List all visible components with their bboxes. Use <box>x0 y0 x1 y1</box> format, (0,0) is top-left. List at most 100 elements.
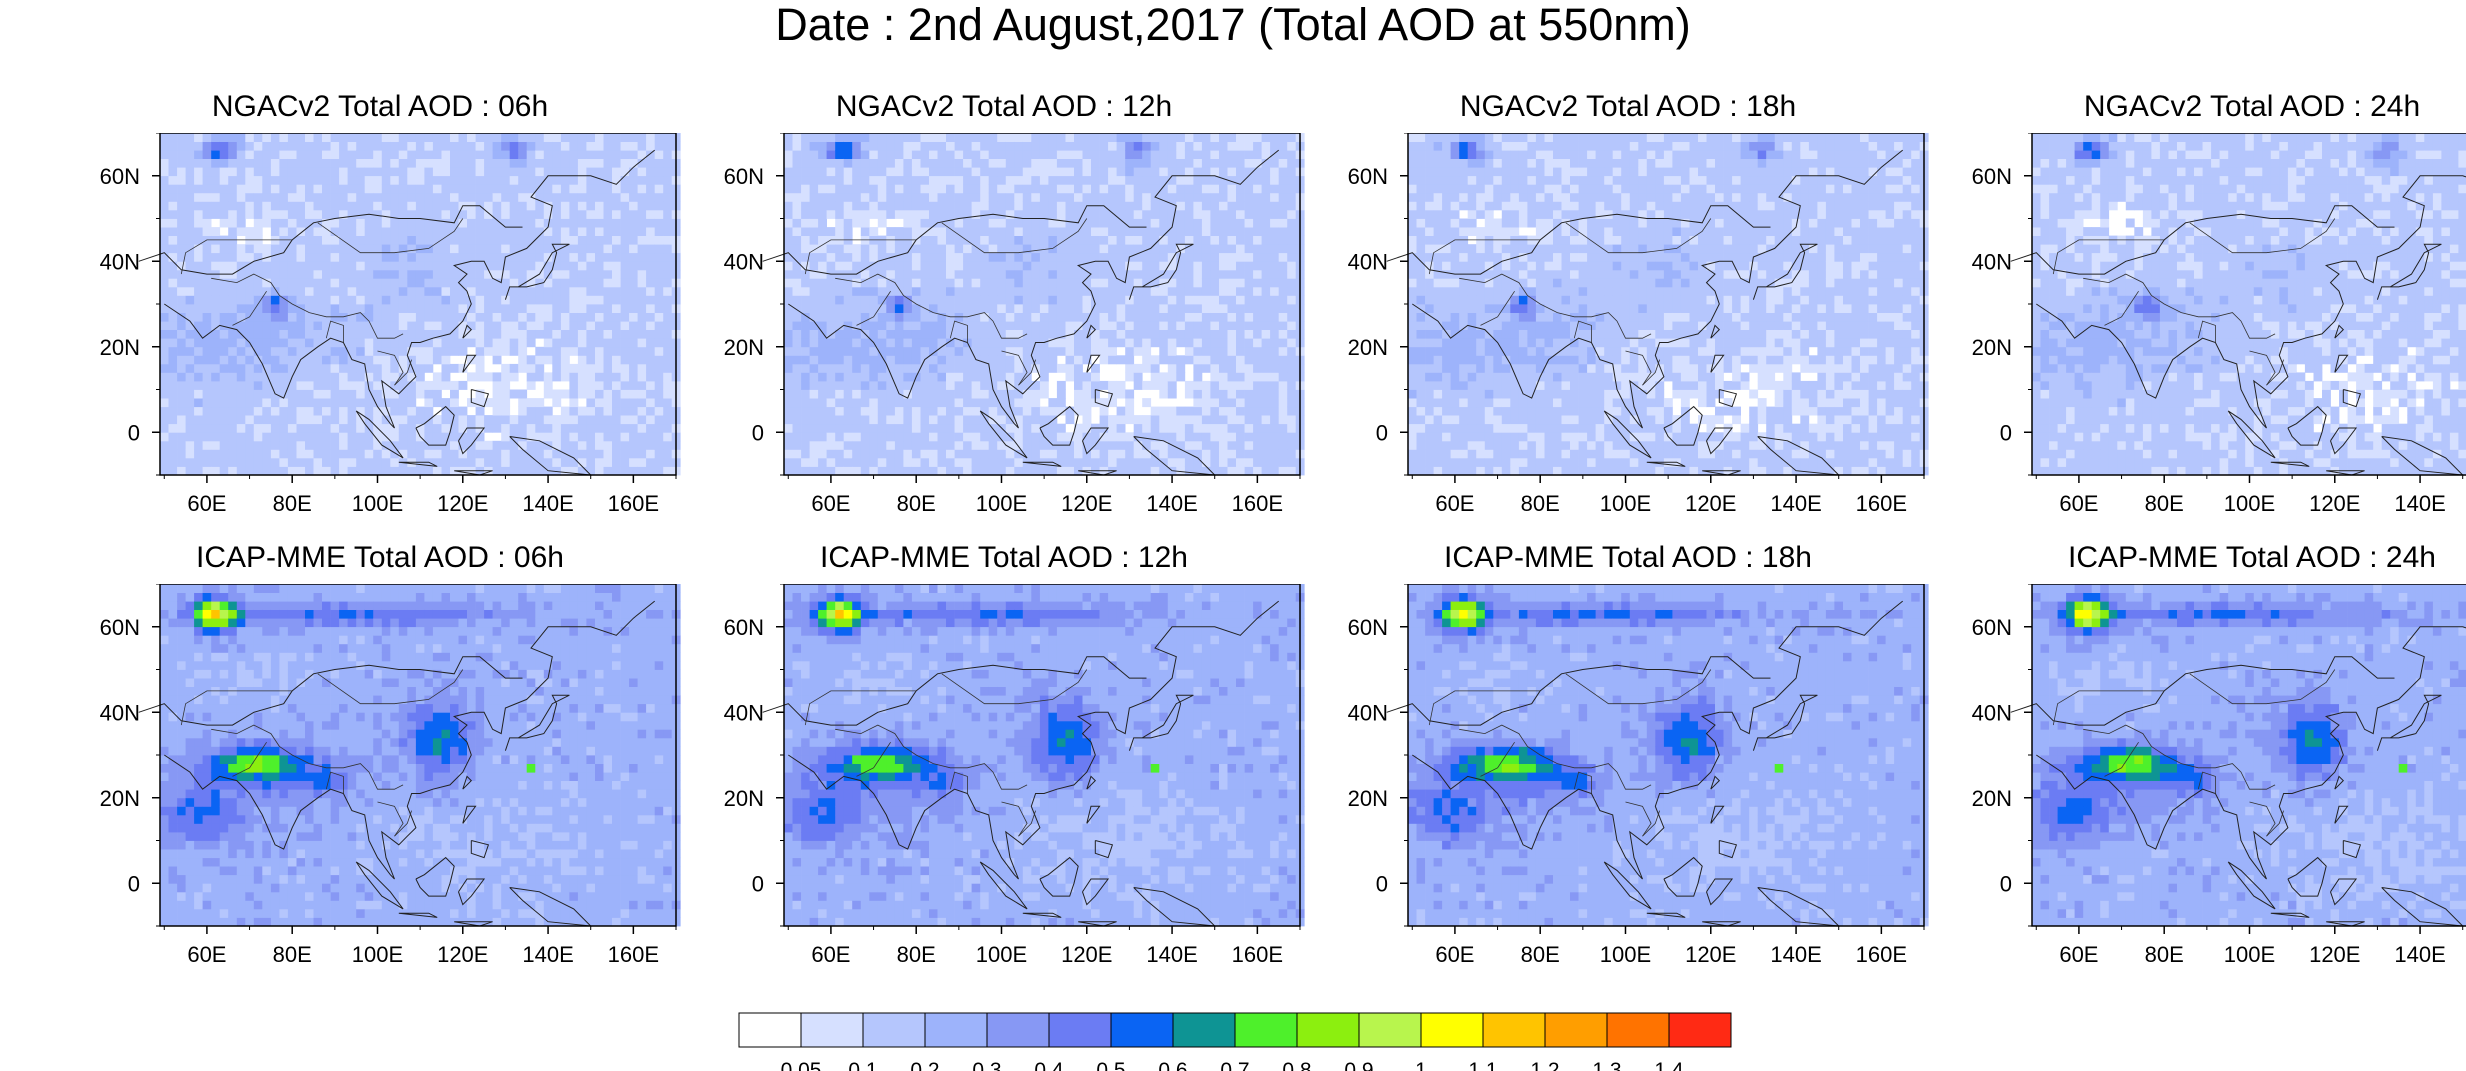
aod-cell <box>1210 406 1220 416</box>
aod-cell <box>415 389 425 399</box>
aod-cell <box>843 423 853 433</box>
aod-cell <box>415 295 425 305</box>
aod-cell <box>612 167 621 177</box>
aod-cell <box>543 261 553 271</box>
aod-cell <box>894 380 904 390</box>
aod-cell <box>552 218 562 228</box>
aod-cell <box>1005 175 1015 185</box>
aod-cell <box>971 406 981 416</box>
aod-cell <box>809 338 819 348</box>
aod-cell <box>270 269 280 279</box>
aod-cell <box>586 329 596 339</box>
aod-cell <box>1210 158 1220 168</box>
aod-cell <box>937 363 947 373</box>
aod-cell <box>801 175 810 185</box>
aod-cell <box>946 363 955 373</box>
aod-cell <box>450 175 459 185</box>
aod-cell <box>415 192 425 202</box>
aod-cell <box>911 423 921 433</box>
aod-cell <box>1056 295 1066 305</box>
aod-cell <box>843 304 853 313</box>
aod-cell <box>509 244 519 254</box>
aod-cell <box>185 278 195 288</box>
aod-cell <box>1236 244 1245 254</box>
aod-cell <box>253 304 263 313</box>
aod-cell <box>501 321 511 330</box>
aod-cell <box>1065 286 1075 296</box>
aod-cell <box>245 269 255 279</box>
aod-cell <box>518 321 528 330</box>
aod-cell <box>313 295 323 305</box>
aod-cell <box>1056 346 1066 356</box>
aod-cell <box>826 141 836 151</box>
aod-cell <box>792 321 802 330</box>
aod-cell <box>552 141 562 151</box>
aod-cell <box>415 406 425 416</box>
aod-cell <box>518 457 528 467</box>
aod-cell <box>475 218 485 228</box>
aod-cell <box>1116 432 1126 442</box>
aod-cell <box>211 295 221 305</box>
aod-cell <box>492 261 502 271</box>
aod-cell <box>211 261 221 271</box>
aod-cell <box>270 372 280 382</box>
aod-cell <box>270 321 280 330</box>
aod-cell <box>245 261 255 271</box>
aod-cell <box>1048 286 1058 296</box>
aod-cell <box>869 329 879 339</box>
aod-cell <box>946 346 955 356</box>
aod-cell <box>253 158 263 168</box>
aod-cell <box>330 338 340 348</box>
aod-cell <box>1210 423 1220 433</box>
aod-cell <box>390 346 400 356</box>
aod-cell <box>1227 278 1237 288</box>
aod-cell <box>860 269 870 279</box>
aod-cell <box>1287 321 1297 330</box>
aod-cell <box>347 141 357 151</box>
aod-cell <box>877 150 887 159</box>
aod-cell <box>373 218 383 228</box>
aod-cell <box>509 346 519 356</box>
aod-cell <box>518 312 528 322</box>
aod-cell <box>1108 227 1117 236</box>
aod-cell <box>1261 210 1271 219</box>
aod-cell <box>595 355 604 365</box>
aod-cell <box>160 227 169 236</box>
aod-cell <box>364 295 374 305</box>
aod-cell <box>432 457 442 467</box>
aod-cell <box>501 210 511 219</box>
aod-cell <box>168 406 178 416</box>
aod-cell <box>1278 363 1288 373</box>
aod-cell <box>1142 210 1152 219</box>
aod-cell <box>1278 295 1288 305</box>
aod-cell <box>211 286 221 296</box>
aod-cell <box>835 304 845 313</box>
aod-cell <box>450 201 459 211</box>
aod-cell <box>1253 227 1262 236</box>
aod-cell <box>835 415 845 425</box>
aod-cell <box>637 355 647 365</box>
aod-cell <box>450 167 459 177</box>
aod-cell <box>484 457 493 467</box>
aod-cell <box>1031 321 1041 330</box>
aod-cell <box>305 175 314 185</box>
aod-cell <box>595 321 604 330</box>
aod-cell <box>1116 244 1126 254</box>
aod-cell <box>296 363 306 373</box>
aod-cell <box>398 150 408 159</box>
aod-cell <box>1270 440 1279 450</box>
aod-cell <box>1031 252 1041 262</box>
aod-cell <box>1014 192 1024 202</box>
aod-cell <box>1253 466 1262 476</box>
aod-cell <box>160 235 169 245</box>
aod-cell <box>339 184 348 194</box>
aod-cell <box>509 449 519 459</box>
aod-cell <box>552 167 562 177</box>
aod-cell <box>543 141 553 151</box>
aod-cell <box>236 133 246 142</box>
aod-cell <box>330 466 340 476</box>
aod-cell <box>980 201 990 211</box>
aod-cell <box>1210 227 1220 236</box>
aod-cell <box>937 201 947 211</box>
aod-cell <box>595 329 604 339</box>
